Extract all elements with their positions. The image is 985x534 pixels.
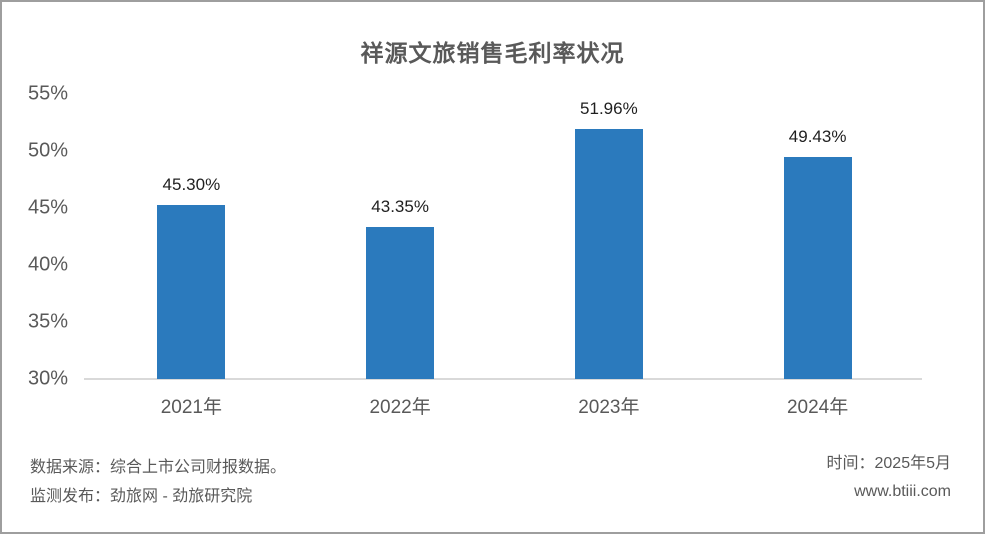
chart-title: 祥源文旅销售毛利率状况	[360, 40, 625, 66]
bar-value-label: 43.35%	[371, 196, 429, 216]
publisher-line: 监测发布：劲旅网 - 劲旅研究院	[30, 488, 253, 505]
x-axis-tick-label: 2021年	[160, 397, 223, 418]
data-source-line: 数据来源：综合上市公司财报数据。	[30, 459, 287, 476]
bar-value-label: 45.30%	[162, 174, 221, 194]
bar	[574, 128, 643, 379]
y-axis-tick-label: 40%	[28, 253, 69, 276]
y-axis-tick-label: 55%	[28, 82, 69, 105]
x-axis-tick-label: 2023年	[578, 397, 640, 418]
y-axis-tick-label: 35%	[28, 310, 69, 333]
report-time: 时间：2025年5月	[826, 455, 952, 472]
footer-right: 时间：2025年5月 www.btiii.com	[827, 450, 952, 506]
y-axis-tick-label: 45%	[28, 196, 69, 219]
y-axis-tick-label: 30%	[28, 367, 69, 390]
bar-value-label: 51.96%	[580, 98, 638, 118]
y-axis-tick-label: 50%	[28, 139, 69, 162]
footer-left: 数据来源：综合上市公司财报数据。 监测发布：劲旅网 - 劲旅研究院	[30, 453, 286, 511]
x-axis-line	[84, 378, 922, 380]
bar	[366, 226, 435, 379]
website-url: www.btiii.com	[854, 483, 951, 500]
bar	[783, 157, 852, 379]
bar-value-label: 49.43%	[788, 127, 847, 147]
x-axis-tick-label: 2024年	[786, 397, 849, 418]
x-axis-tick-label: 2022年	[369, 397, 431, 418]
bar	[157, 204, 226, 379]
